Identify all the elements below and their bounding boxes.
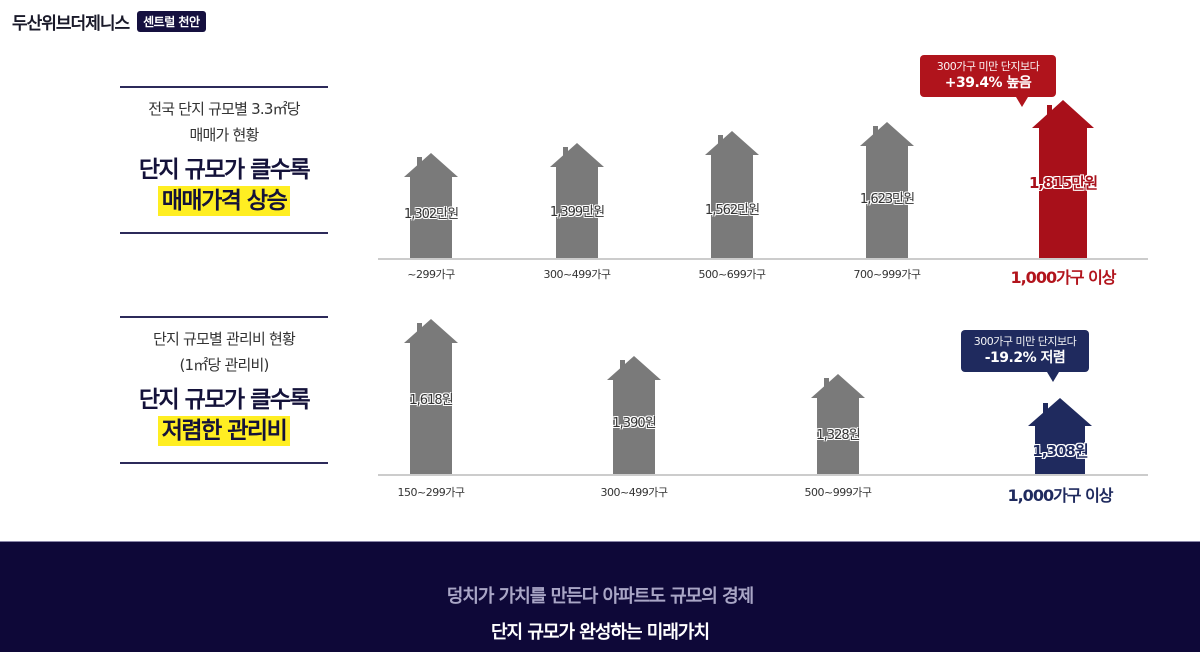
bar-value: 1,308원 [1032, 442, 1088, 460]
callout-tail [1047, 372, 1059, 382]
bar-house: 1,328원 [811, 374, 865, 474]
house-icon [607, 356, 661, 474]
x-axis-line [378, 258, 1148, 260]
callout-tail [1016, 97, 1028, 107]
callout-line-1: 300가구 미만 단지보다 [936, 60, 1040, 73]
house-icon [811, 374, 865, 474]
bar-value: 1,302만원 [403, 207, 459, 222]
category-label: 700~999가구 [853, 268, 921, 281]
house-icon [705, 131, 759, 258]
panel-highlight: 저렴한 관리비 [157, 416, 291, 446]
house-icon [404, 319, 458, 474]
callout-line-2: -19.2% 저렴 [984, 350, 1066, 366]
bar-value: 1,562만원 [704, 203, 760, 218]
bar-value: 1,623만원 [859, 192, 915, 207]
panel-subtitle-2: (1㎡당 관리비) [179, 356, 269, 374]
category-label-highlight: 1,000가구 이상 [1010, 268, 1116, 287]
divider-top [120, 86, 328, 88]
category-label: 500~699가구 [698, 268, 766, 281]
panel-headline: 단지 규모가 클수록 [138, 387, 311, 413]
category-label: 300~499가구 [543, 268, 611, 281]
bar-value: 1,618원 [409, 393, 453, 408]
house-icon [860, 122, 914, 258]
fee-info-panel: 단지 규모별 관리비 현황 (1㎡당 관리비) 단지 규모가 클수록 저렴한 관… [120, 316, 328, 464]
category-label: ~299가구 [407, 268, 455, 281]
bar-house-highlight: 1,308원 [1028, 398, 1092, 474]
bar-house: 1,623만원 [860, 122, 915, 258]
house-icon [404, 153, 458, 258]
brand-name: 두산위브더제니스 [12, 14, 130, 34]
panel-subtitle-1: 단지 규모별 관리비 현황 [153, 330, 296, 348]
divider-bottom [120, 232, 328, 234]
category-label-highlight: 1,000가구 이상 [1007, 486, 1113, 505]
callout-line-1: 300가구 미만 단지보다 [973, 335, 1077, 348]
brand-badge: 센트럴 천안 [137, 11, 206, 32]
price-info-panel: 전국 단지 규모별 3.3㎡당 매매가 현황 단지 규모가 클수록 매매가격 상… [120, 86, 328, 234]
bar-value: 1,399만원 [549, 205, 605, 220]
bar-house: 1,618원 [404, 319, 458, 474]
footer-line-2: 단지 규모가 완성하는 미래가치 [490, 622, 710, 643]
bar-value: 1,815만원 [1028, 174, 1098, 192]
divider-top [120, 316, 328, 318]
footer-banner: 덩치가 가치를 만든다 아파트도 규모의 경제 단지 규모가 완성하는 미래가치 [0, 541, 1200, 652]
bar-house: 1,399만원 [550, 143, 605, 258]
category-label: 300~499가구 [600, 486, 668, 499]
bar-value: 1,328원 [816, 428, 860, 443]
panel-subtitle-2: 매매가 현황 [189, 126, 260, 144]
category-label: 150~299가구 [397, 486, 465, 499]
callout-line-2: +39.4% 높음 [944, 75, 1032, 91]
divider-bottom [120, 462, 328, 464]
footer-line-1: 덩치가 가치를 만든다 아파트도 규모의 경제 [446, 586, 754, 607]
bar-value: 1,390원 [612, 416, 656, 431]
bar-house: 1,390원 [607, 356, 661, 474]
category-label: 500~999가구 [804, 486, 872, 499]
x-axis-line [378, 474, 1148, 476]
bar-house: 1,562만원 [705, 131, 760, 258]
price-callout: 300가구 미만 단지보다 +39.4% 높음 [920, 55, 1056, 107]
fee-callout: 300가구 미만 단지보다 -19.2% 저렴 [961, 330, 1089, 382]
panel-headline: 단지 규모가 클수록 [138, 157, 311, 183]
brand-header: 두산위브더제니스 센트럴 천안 [12, 9, 206, 34]
bar-house-highlight: 1,815만원 [1029, 100, 1098, 258]
panel-subtitle-1: 전국 단지 규모별 3.3㎡당 [148, 100, 300, 118]
house-icon [550, 143, 604, 258]
bar-house: 1,302만원 [404, 153, 459, 258]
panel-highlight: 매매가격 상승 [157, 186, 291, 216]
house-icon [1032, 100, 1094, 258]
house-icon [1028, 398, 1092, 474]
